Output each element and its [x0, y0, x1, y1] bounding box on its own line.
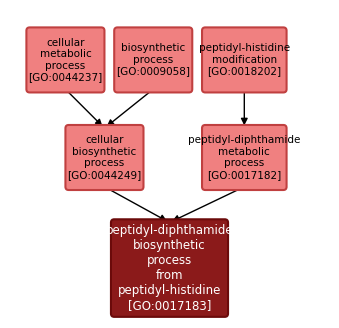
FancyBboxPatch shape — [202, 28, 286, 92]
FancyBboxPatch shape — [111, 219, 228, 317]
Text: cellular
biosynthetic
process
[GO:0044249]: cellular biosynthetic process [GO:004424… — [67, 135, 142, 180]
Text: biosynthetic
process
[GO:0009058]: biosynthetic process [GO:0009058] — [116, 43, 190, 76]
FancyBboxPatch shape — [26, 28, 104, 92]
FancyBboxPatch shape — [114, 28, 192, 92]
Text: peptidyl-diphthamide
metabolic
process
[GO:0017182]: peptidyl-diphthamide metabolic process [… — [188, 135, 300, 180]
Text: peptidyl-histidine
modification
[GO:0018202]: peptidyl-histidine modification [GO:0018… — [199, 43, 290, 76]
FancyBboxPatch shape — [202, 125, 286, 190]
FancyBboxPatch shape — [65, 125, 143, 190]
Text: cellular
metabolic
process
[GO:0044237]: cellular metabolic process [GO:0044237] — [28, 37, 103, 82]
Text: peptidyl-diphthamide
biosynthetic
process
from
peptidyl-histidine
[GO:0017183]: peptidyl-diphthamide biosynthetic proces… — [106, 224, 233, 312]
